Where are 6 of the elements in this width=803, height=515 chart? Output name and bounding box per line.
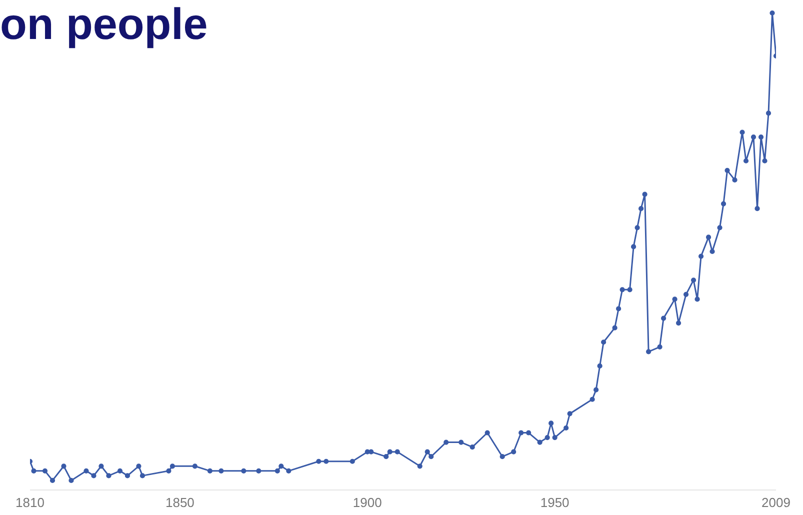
x-tick-label: 1950 bbox=[540, 495, 570, 510]
x-tick-label: 1850 bbox=[165, 495, 194, 510]
x-tick-label: 1810 bbox=[16, 495, 44, 510]
x-tick-label: 1900 bbox=[352, 495, 382, 510]
x-tick-label: 2009 bbox=[762, 495, 790, 510]
chart-title: on people bbox=[0, 0, 208, 50]
